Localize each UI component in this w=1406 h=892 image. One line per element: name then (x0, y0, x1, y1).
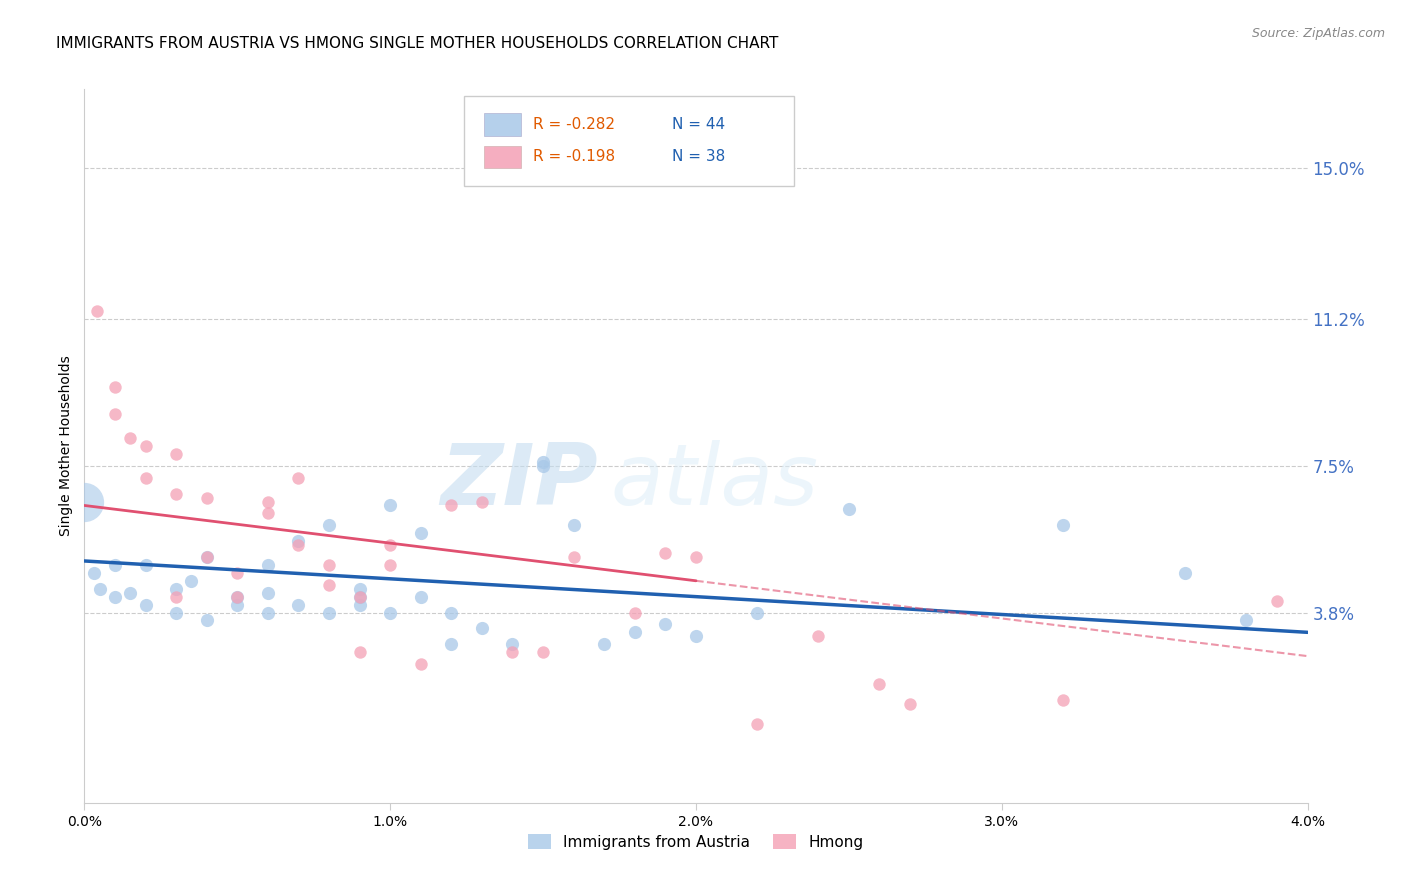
Point (869, 677, 891, 691)
Text: N = 38: N = 38 (672, 150, 724, 164)
Point (1052, 692, 1074, 706)
Point (104, 407, 127, 421)
Point (380, 606, 402, 620)
Point (257, 494, 280, 508)
Point (226, 590, 249, 604)
Point (165, 582, 187, 596)
FancyBboxPatch shape (464, 96, 794, 186)
Point (226, 590, 249, 604)
Point (349, 598, 371, 612)
Point (104, 558, 127, 572)
Point (1236, 614, 1258, 628)
FancyBboxPatch shape (484, 145, 522, 169)
Point (409, 590, 432, 604)
Point (165, 486, 187, 500)
Point (380, 558, 402, 572)
Text: atlas: atlas (610, 440, 818, 524)
Point (440, 499, 463, 513)
Point (440, 637, 463, 651)
Point (349, 645, 371, 659)
Point (120, 431, 142, 445)
Point (654, 546, 676, 560)
Point (257, 507, 280, 521)
Point (471, 621, 494, 635)
Text: ZIP: ZIP (440, 440, 598, 524)
Point (654, 617, 676, 632)
Point (685, 549, 707, 564)
Point (807, 629, 830, 643)
Point (380, 538, 402, 552)
FancyBboxPatch shape (484, 113, 522, 136)
Point (349, 590, 371, 604)
Point (531, 645, 554, 659)
Point (624, 625, 647, 640)
Point (195, 549, 218, 564)
Point (562, 549, 585, 564)
Point (195, 549, 218, 564)
Point (135, 598, 157, 612)
Point (380, 499, 402, 513)
Text: R = -0.282: R = -0.282 (533, 118, 616, 132)
Text: N = 44: N = 44 (672, 118, 724, 132)
Point (226, 566, 249, 580)
Point (502, 645, 524, 659)
Point (120, 585, 142, 599)
Point (409, 657, 432, 671)
Point (318, 558, 340, 572)
Point (86, 304, 108, 318)
Point (531, 455, 554, 469)
Point (135, 439, 157, 453)
Point (287, 534, 309, 549)
Point (531, 458, 554, 473)
Point (502, 637, 524, 651)
Point (257, 558, 280, 572)
Point (624, 606, 647, 620)
Point (409, 526, 432, 541)
Point (195, 491, 218, 505)
Point (471, 494, 494, 508)
Point (104, 590, 127, 604)
Point (287, 471, 309, 485)
Legend: Immigrants from Austria, Hmong: Immigrants from Austria, Hmong (522, 828, 870, 855)
Point (165, 590, 187, 604)
Point (747, 716, 769, 731)
Point (104, 379, 127, 393)
Point (562, 518, 585, 533)
Text: Source: ZipAtlas.com: Source: ZipAtlas.com (1251, 27, 1385, 40)
Point (287, 538, 309, 552)
Point (898, 697, 921, 711)
Point (318, 518, 340, 533)
Point (685, 629, 707, 643)
Point (1052, 518, 1074, 533)
Point (180, 574, 202, 588)
Point (226, 598, 249, 612)
Point (838, 502, 860, 516)
Point (318, 606, 340, 620)
Point (1174, 566, 1197, 580)
Point (593, 637, 616, 651)
Point (1265, 593, 1288, 607)
Point (83, 566, 105, 580)
Point (165, 606, 187, 620)
Point (257, 585, 280, 599)
Point (135, 558, 157, 572)
Text: IMMIGRANTS FROM AUSTRIA VS HMONG SINGLE MOTHER HOUSEHOLDS CORRELATION CHART: IMMIGRANTS FROM AUSTRIA VS HMONG SINGLE … (56, 36, 779, 51)
Point (349, 590, 371, 604)
Text: R = -0.198: R = -0.198 (533, 150, 616, 164)
Point (73, 494, 96, 508)
Y-axis label: Single Mother Households: Single Mother Households (59, 356, 73, 536)
Point (440, 606, 463, 620)
Point (318, 578, 340, 592)
Point (349, 582, 371, 596)
Point (195, 614, 218, 628)
Point (747, 606, 769, 620)
Point (165, 447, 187, 461)
Point (89, 582, 111, 596)
Point (135, 471, 157, 485)
Point (257, 606, 280, 620)
Point (287, 598, 309, 612)
